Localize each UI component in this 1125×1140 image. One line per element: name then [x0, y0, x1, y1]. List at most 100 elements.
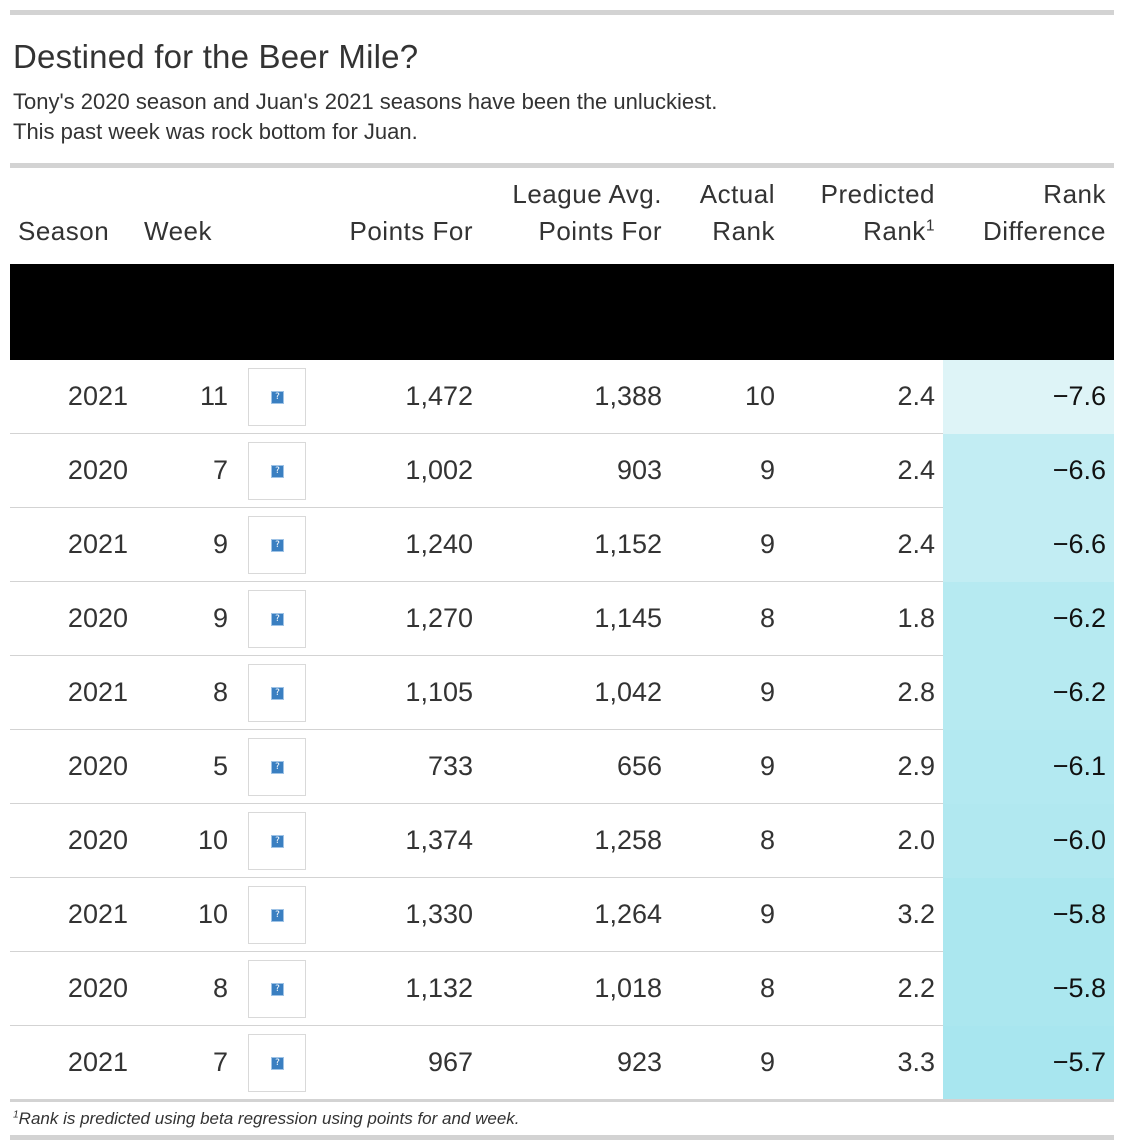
header-bottom-rule	[10, 264, 1114, 360]
header-bottom-rule-cell	[10, 264, 1114, 360]
table-title: Destined for the Beer Mile?	[13, 38, 419, 75]
table-row[interactable]: 2021 9? 1,240 1,152 9 2.4 −6.6	[10, 507, 1114, 582]
cell-points-for: 733	[318, 729, 481, 804]
broken-image-icon: ?	[271, 834, 284, 848]
col-header-points-for[interactable]: Points For	[349, 216, 473, 246]
cell-season: 2020	[10, 951, 136, 1026]
player-image: ?	[248, 589, 306, 648]
cell-actual-rank: 8	[670, 803, 783, 878]
cell-league-avg: 1,018	[481, 951, 670, 1026]
cell-predicted-rank: 1.8	[783, 581, 943, 656]
table-row[interactable]: 2021 8? 1,105 1,042 9 2.8 −6.2	[10, 655, 1114, 730]
cell-season: 2021	[10, 507, 136, 582]
table-row[interactable]: 2021 7? 967 923 9 3.3 −5.7	[10, 1025, 1114, 1100]
subtitle-line-1: Tony's 2020 season and Juan's 2021 seaso…	[13, 89, 718, 114]
cell-image: ?	[236, 729, 318, 804]
cell-rank-difference: −6.0	[943, 803, 1114, 878]
cell-image: ?	[236, 877, 318, 952]
col-header-image	[236, 168, 318, 264]
player-image: ?	[248, 367, 306, 426]
table-row[interactable]: 2020 7? 1,002 903 9 2.4 −6.6	[10, 433, 1114, 508]
table-body: 2021 11? 1,472 1,388 10 2.4 −7.6 2020 7? 1,002 903…	[10, 360, 1114, 1099]
cell-image: ?	[236, 1026, 318, 1100]
broken-image-icon: ?	[271, 390, 284, 404]
col-header-actual-rank-line2: Rank	[712, 216, 775, 246]
cell-league-avg: 903	[481, 433, 670, 508]
footnote-marker: 1	[925, 217, 935, 235]
cell-league-avg: 1,264	[481, 877, 670, 952]
broken-image-icon: ?	[271, 908, 284, 922]
player-image: ?	[248, 885, 306, 944]
col-header-week[interactable]: Week	[144, 216, 212, 246]
cell-predicted-rank: 3.2	[783, 877, 943, 952]
page-bottom-rule	[10, 1135, 1114, 1140]
col-header-predicted-rank-line1: Predicted	[820, 179, 935, 209]
cell-points-for: 1,132	[318, 951, 481, 1026]
cell-image: ?	[236, 581, 318, 656]
col-header-predicted-rank[interactable]: Predicted Rank1	[783, 168, 943, 264]
cell-week: 9	[136, 507, 236, 582]
cell-week: 8	[136, 951, 236, 1026]
cell-points-for: 1,330	[318, 877, 481, 952]
cell-actual-rank: 9	[670, 877, 783, 952]
cell-image: ?	[236, 655, 318, 730]
subtitle-line-2: This past week was rock bottom for Juan.	[13, 119, 418, 144]
cell-predicted-rank: 3.3	[897, 1047, 935, 1077]
cell-actual-rank: 10	[670, 360, 783, 434]
cell-predicted-rank: 2.4	[783, 360, 943, 434]
cell-image: ?	[236, 507, 318, 582]
cell-rank-difference: −5.8	[943, 877, 1114, 952]
cell-points-for: 1,002	[318, 433, 481, 508]
col-header-league-avg[interactable]: League Avg. Points For	[481, 168, 670, 264]
data-table: Season Week Points For League Avg. Points…	[10, 168, 1114, 1099]
cell-rank-difference: −5.7	[943, 1025, 1114, 1099]
cell-image: ?	[236, 433, 318, 508]
cell-season: 2021	[10, 655, 136, 730]
table-row[interactable]: 2020 5? 733 656 9 2.9 −6.1	[10, 729, 1114, 804]
table-row[interactable]: 2020 8? 1,132 1,018 8 2.2 −5.8	[10, 951, 1114, 1026]
cell-week: 7	[136, 433, 236, 508]
cell-actual-rank: 9	[670, 655, 783, 730]
cell-week: 7	[212, 1047, 228, 1077]
table-row[interactable]: 2021 11? 1,472 1,388 10 2.4 −7.6	[10, 360, 1114, 434]
cell-predicted-rank: 2.4	[783, 507, 943, 582]
table-container: Destined for the Beer Mile? Tony's 2020 …	[10, 10, 1114, 1140]
cell-week: 8	[136, 655, 236, 730]
broken-image-icon: ?	[271, 464, 284, 478]
cell-points-for: 1,240	[318, 507, 481, 582]
cell-week: 10	[136, 803, 236, 878]
cell-points-for: 1,472	[318, 360, 481, 434]
col-header-season[interactable]: Season	[18, 216, 110, 246]
cell-league-avg: 1,258	[481, 803, 670, 878]
col-header-actual-rank[interactable]: Actual Rank	[670, 168, 783, 264]
cell-image: ?	[236, 360, 318, 434]
col-header-actual-rank-line1: Actual	[699, 179, 775, 209]
cell-image: ?	[236, 803, 318, 878]
cell-season: 2020	[10, 803, 136, 878]
table-row[interactable]: 2020 10? 1,374 1,258 8 2.0 −6.0	[10, 803, 1114, 878]
footnote: 1Rank is predicted using beta regression…	[13, 1107, 1114, 1131]
cell-actual-rank: 9	[670, 729, 783, 804]
cell-predicted-rank: 2.9	[783, 729, 943, 804]
cell-rank-difference: −6.2	[943, 581, 1114, 656]
table-subtitle: Tony's 2020 season and Juan's 2021 seaso…	[13, 87, 1114, 147]
cell-league-avg: 1,042	[481, 655, 670, 730]
cell-rank-difference: −6.2	[943, 655, 1114, 730]
cell-points-for: 1,270	[318, 581, 481, 656]
cell-rank-difference: −6.1	[943, 729, 1114, 804]
cell-actual-rank: 8	[670, 581, 783, 656]
cell-season: 2021	[67, 1047, 128, 1077]
broken-image-icon: ?	[271, 1056, 284, 1070]
table-row[interactable]: 2021 10? 1,330 1,264 9 3.2 −5.8	[10, 877, 1114, 952]
cell-predicted-rank: 2.8	[783, 655, 943, 730]
table-row[interactable]: 2020 9? 1,270 1,145 8 1.8 −6.2	[10, 581, 1114, 656]
player-image: ?	[248, 959, 306, 1018]
cell-rank-difference: −7.6	[943, 360, 1114, 434]
cell-season: 2021	[10, 877, 136, 952]
col-header-rank-difference[interactable]: Rank Difference	[943, 168, 1114, 264]
broken-image-icon: ?	[271, 538, 284, 552]
broken-image-icon: ?	[271, 686, 284, 700]
cell-season: 2021	[10, 360, 136, 434]
cell-league-avg: 1,388	[481, 360, 670, 434]
cell-image: ?	[236, 951, 318, 1026]
